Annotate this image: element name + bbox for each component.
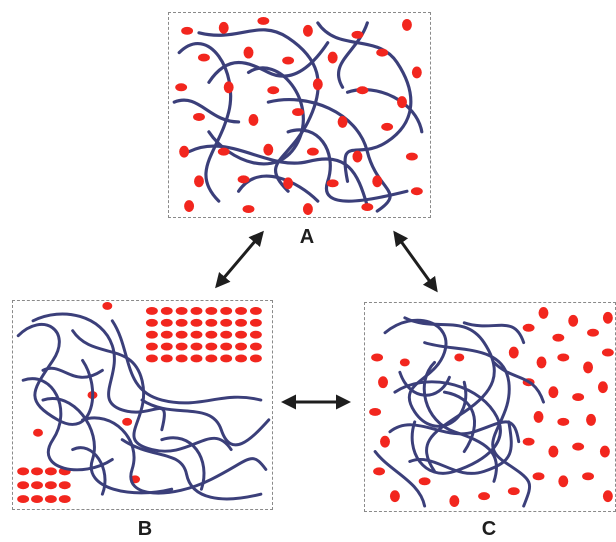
particles-c	[369, 306, 614, 508]
label-b: B	[137, 518, 153, 540]
label-c: C	[481, 518, 497, 540]
arrow-a-c	[393, 230, 438, 293]
polymer-chains-a	[172, 21, 424, 213]
particle-cluster-bottom-left	[17, 467, 71, 504]
panel-c-illustration	[369, 306, 614, 508]
polymer-chains-b	[16, 312, 271, 501]
panel-a-illustration	[172, 16, 424, 216]
panel-b	[12, 300, 273, 510]
panel-c	[364, 302, 616, 512]
particles-a	[175, 16, 423, 216]
panel-a	[168, 12, 431, 218]
panel-b-illustration	[16, 301, 271, 504]
particle-cluster-top-right	[145, 306, 262, 363]
label-a: A	[299, 226, 315, 248]
polymer-chains-c	[373, 316, 545, 508]
arrow-a-b	[215, 230, 264, 289]
particles-scattered-b	[33, 301, 141, 484]
